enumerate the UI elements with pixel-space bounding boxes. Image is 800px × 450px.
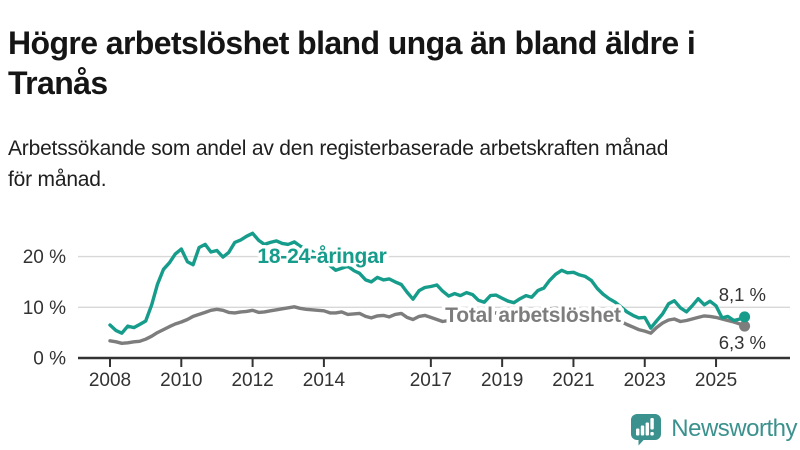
x-axis-tick-label: 2010 bbox=[160, 370, 202, 391]
series-end-dot bbox=[739, 320, 751, 332]
page-title: Högre arbetslöshet bland unga än bland ä… bbox=[8, 25, 696, 102]
x-axis-tick-label: 2023 bbox=[624, 370, 666, 391]
x-axis-tick-label: 2014 bbox=[303, 370, 346, 391]
end-value-label-18-24: 8,1 % bbox=[719, 284, 766, 305]
series-label-total: Total arbetslöshet bbox=[445, 304, 621, 327]
x-axis-tick-label: 2019 bbox=[481, 370, 523, 391]
newsworthy-logo-icon bbox=[631, 414, 662, 446]
y-axis-tick-label: 0 % bbox=[33, 349, 66, 370]
y-axis-tick-label: 20 % bbox=[23, 247, 66, 268]
x-axis-tick-label: 2021 bbox=[552, 370, 594, 391]
series-line bbox=[108, 231, 747, 335]
x-axis-tick-label: 2008 bbox=[89, 370, 131, 391]
y-axis-tick-label: 10 % bbox=[23, 298, 66, 319]
gridlines: 0 % 10 % 20 % bbox=[23, 247, 790, 370]
end-value-label-total: 6,3 % bbox=[719, 332, 766, 353]
x-axis-tick-label: 2017 bbox=[410, 370, 452, 391]
series-lines bbox=[108, 231, 751, 345]
x-axis-tick-label: 2012 bbox=[231, 370, 273, 391]
x-axis-tick-label: 2025 bbox=[695, 370, 737, 391]
chart-subtitle: Arbetssökande som andel av den registerb… bbox=[8, 137, 669, 191]
newsworthy-wordmark: Newsworthy bbox=[671, 415, 797, 442]
newsworthy-logo: Newsworthy bbox=[629, 410, 797, 448]
series-line bbox=[108, 305, 747, 345]
series-end-dot bbox=[739, 311, 751, 323]
series-label-18-24: 18-24-åringar bbox=[257, 245, 386, 268]
x-axis-ticks: 2008 2010 2012 2014 2017 2019 2021 2023 2025 bbox=[89, 359, 737, 391]
